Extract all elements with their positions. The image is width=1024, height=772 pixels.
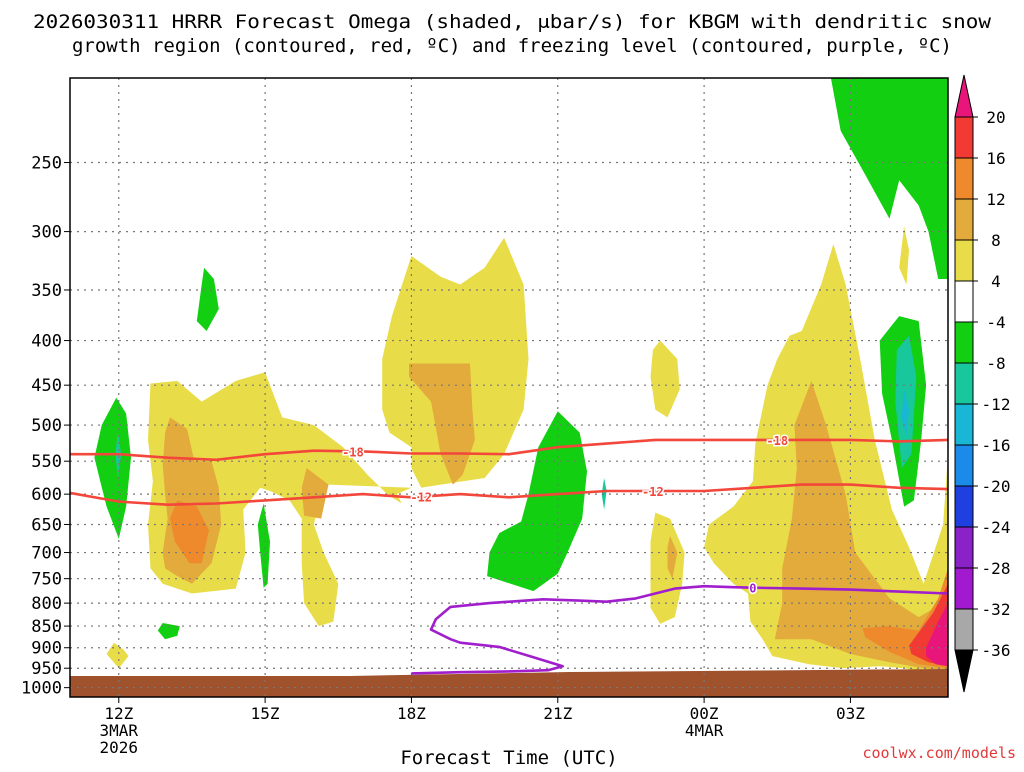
y-tick-label-400: 400 [31, 332, 62, 352]
x-tick-label-12-2: 2026 [100, 738, 139, 757]
colorbar-label-0: 20 [986, 108, 1005, 127]
x-tick-label-18-0: 18Z [397, 704, 426, 723]
omega-region-green-top-right [830, 78, 948, 279]
y-tick-label-800: 800 [31, 594, 62, 614]
colorbar-label-3: 8 [991, 231, 1001, 250]
y-tick-label-450: 450 [31, 376, 62, 396]
contour-label-dgz-minus-18-1: -18 [766, 434, 788, 448]
colorbar-label-8: -16 [982, 436, 1011, 455]
omega-region-green-left-tall [94, 397, 131, 539]
y-tick-label-300: 300 [31, 223, 62, 243]
ground-terrain [70, 668, 948, 697]
contours: -18 -18 -12 -12 0 [70, 432, 948, 675]
y-tick-label-250: 250 [31, 154, 62, 174]
colorbar-bin--36--32 [954, 608, 974, 651]
colorbar-bin--8--4 [954, 321, 974, 364]
colorbar-label-5: -4 [986, 313, 1005, 332]
omega-region-yellow-west [148, 372, 412, 627]
y-tick-label-850: 850 [31, 617, 62, 637]
omega-region-orange-1540 [301, 468, 329, 519]
x-tick-label-27-0: 03Z [836, 704, 865, 723]
y-tick-label-600: 600 [31, 485, 62, 505]
omega-region-orange-2330 [667, 535, 678, 579]
colorbar-bin--28--24 [954, 526, 974, 569]
colorbar: 20 16 12 8 4 -4 -8 -12 -16 -20 -24 -28 -32 -36 [954, 74, 1011, 693]
y-axis: 2503003504004505005506006507007508008509… [21, 154, 70, 699]
colorbar-label-9: -20 [982, 477, 1011, 496]
omega-region-darkorange-west [170, 500, 209, 564]
omega-region-magenta-east [926, 603, 948, 667]
x-tick-label-15-0: 15Z [251, 704, 280, 723]
colorbar-bin-16-20 [954, 116, 974, 159]
colorbar-bin-8-12 [954, 198, 974, 241]
colorbar-bin--32--28 [954, 567, 974, 610]
x-tick-label-24-1: 4MAR [685, 721, 724, 740]
contour-label-freezing-level-0: 0 [749, 582, 756, 596]
omega-region-green-1315-low [157, 623, 180, 640]
y-tick-label-750: 750 [31, 570, 62, 590]
colorbar-label-13: -36 [982, 641, 1011, 660]
contour-line-freezing-level [411, 584, 948, 675]
grid [70, 78, 948, 697]
y-tick-label-950: 950 [31, 659, 62, 679]
y-tick-label-550: 550 [31, 452, 62, 472]
colorbar-bin-lt-36 [954, 649, 974, 693]
colorbar-label-6: -8 [986, 354, 1005, 373]
x-tick-label-12-1: 3MAR [100, 721, 139, 740]
y-tick-label-350: 350 [31, 281, 62, 301]
contour-label-dgz-minus-12-0: -12 [410, 491, 432, 505]
colorbar-bin-4-8 [954, 239, 974, 282]
x-axis-title: Forecast Time (UTC) [400, 747, 617, 768]
colorbar-bin--4-4 [954, 280, 974, 323]
chart-title-line-1: growth region (contoured, red, ºC) and f… [72, 35, 952, 57]
contour-line-dgz-minus-12 [70, 483, 948, 507]
omega-region-yellow-2330-small [650, 340, 680, 418]
colorbar-bin--24--20 [954, 485, 974, 528]
y-tick-label-500: 500 [31, 416, 62, 436]
contour-label-dgz-minus-18-0: -18 [342, 445, 364, 459]
y-tick-label-1000: 1000 [21, 679, 62, 699]
colorbar-bin--12--8 [954, 362, 974, 405]
chart-title-line-0: 2026030311 HRRR Forecast Omega (shaded, … [33, 11, 992, 33]
contour-label-dgz-minus-12-1: -12 [642, 485, 664, 499]
plot-frame [69, 77, 949, 698]
colorbar-label-1: 16 [986, 149, 1005, 168]
x-tick-label-21-0: 21Z [543, 704, 572, 723]
x-tick-label-12-0: 12Z [104, 704, 133, 723]
colorbar-bin--16--12 [954, 403, 974, 446]
colorbar-label-7: -12 [982, 395, 1011, 414]
omega-region-orange-east [774, 380, 948, 671]
omega-region-teal-center [601, 478, 607, 510]
colorbar-label-4: 4 [991, 272, 1001, 291]
omega-region-green-center [487, 411, 587, 592]
colorbar-bin-20-up [954, 74, 974, 118]
contour-line-dgz-minus-18 [70, 438, 948, 462]
x-tick-label-24-0: 00Z [690, 704, 719, 723]
omega-shading [94, 78, 948, 673]
y-tick-label-650: 650 [31, 515, 62, 535]
colorbar-label-12: -32 [982, 600, 1011, 619]
colorbar-label-2: 12 [986, 190, 1005, 209]
omega-region-yellow-2830-small [899, 226, 909, 285]
colorbar-label-10: -24 [982, 518, 1011, 537]
omega-region-yellow-1200-tiny [106, 642, 129, 669]
colorbar-bin--20--16 [954, 444, 974, 487]
credit-text: coolwx.com/models [862, 744, 1016, 762]
y-tick-label-700: 700 [31, 544, 62, 564]
colorbar-label-11: -28 [982, 559, 1011, 578]
y-tick-label-900: 900 [31, 639, 62, 659]
omega-region-green-left-small [196, 267, 219, 331]
colorbar-bin-12-16 [954, 157, 974, 200]
